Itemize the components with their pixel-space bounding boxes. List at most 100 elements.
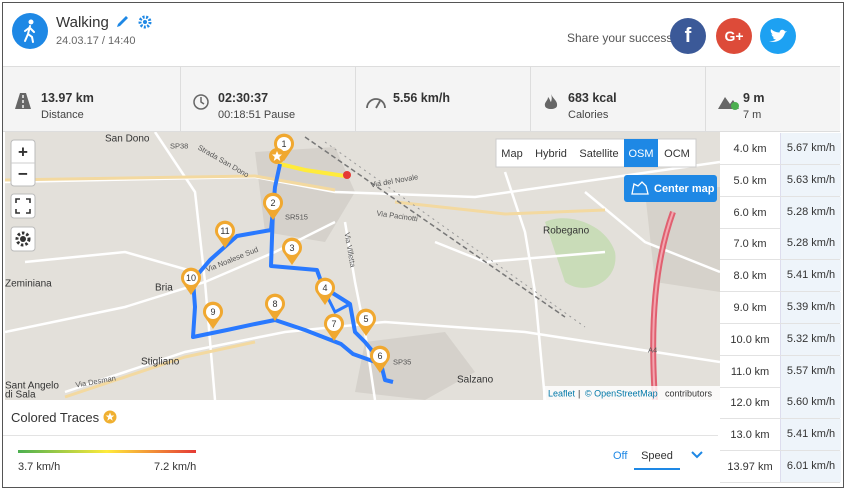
- split-speed: 5.60 km/h: [780, 387, 841, 419]
- split-speed: 5.39 km/h: [780, 292, 841, 323]
- mode-dropdown[interactable]: [690, 450, 704, 460]
- zoom-out[interactable]: −: [18, 164, 28, 183]
- marker-label[interactable]: 9: [210, 307, 215, 317]
- route-marker[interactable]: 10: [181, 267, 201, 295]
- stats-bar: 13.97 km Distance 02:30:37 00:18:51 Paus…: [3, 66, 840, 132]
- stat-distance: 13.97 km Distance: [3, 67, 181, 131]
- split-row: 7.0 km 5.28 km/h: [720, 228, 841, 261]
- split-distance: 10.0 km: [730, 333, 770, 346]
- marker-label[interactable]: 2: [270, 198, 275, 208]
- traces-off[interactable]: Off: [613, 450, 628, 462]
- layer-button[interactable]: Hybrid: [535, 148, 567, 160]
- route-marker[interactable]: 6: [370, 345, 390, 373]
- zoom-in[interactable]: +: [18, 142, 28, 161]
- marker-label[interactable]: 6: [377, 351, 382, 361]
- split-speed: 5.41 km/h: [780, 419, 841, 451]
- clock-icon: [193, 94, 209, 110]
- split-speed: 5.63 km/h: [780, 164, 841, 196]
- marker-inner[interactable]: [184, 271, 198, 285]
- route-marker[interactable]: 5: [356, 308, 376, 336]
- layer-button[interactable]: OCM: [664, 148, 690, 160]
- layer-active: [624, 139, 658, 167]
- marker-inner[interactable]: [206, 305, 220, 319]
- route-marker[interactable]: 2: [263, 192, 283, 220]
- window-frame: [2, 2, 844, 488]
- gradient-min: 3.7 km/h: [18, 461, 61, 473]
- stat-value: 9 m: [743, 91, 765, 105]
- start-star: [269, 148, 285, 164]
- route-marker[interactable]: 4: [315, 277, 335, 305]
- split-row: 4.0 km 5.67 km/h: [720, 133, 841, 165]
- split-row: 11.0 km 5.57 km/h: [720, 355, 841, 388]
- activity-icon: [12, 13, 48, 49]
- route-marker[interactable]: 7: [324, 313, 344, 341]
- route-marker[interactable]: 3: [282, 237, 302, 265]
- marker-label[interactable]: 8: [272, 299, 277, 309]
- map[interactable]: San Dono Zeminiana Stigliano Salzano Robegan…: [5, 132, 720, 400]
- layer-button[interactable]: Map: [501, 148, 522, 160]
- stat-speed: 5.56 km/h: [355, 67, 531, 131]
- marker-label[interactable]: 4: [322, 283, 327, 293]
- edit-icons[interactable]: [115, 14, 155, 30]
- stat-label: 00:18:51 Pause: [218, 109, 296, 121]
- svg-text:|: |: [578, 388, 580, 398]
- split-distance: 7.0 km: [733, 238, 767, 251]
- stat-value: 13.97 km: [41, 91, 94, 105]
- marker-inner[interactable]: [218, 224, 232, 238]
- attribution-osm[interactable]: © OpenStreetMap: [585, 388, 658, 398]
- marker-label[interactable]: 10: [186, 273, 196, 283]
- attribution-leaflet[interactable]: Leaflet: [548, 388, 576, 398]
- stat-value: 5.56 km/h: [393, 91, 450, 105]
- place-label: SP35: [393, 358, 411, 367]
- layer-switcher: [495, 138, 697, 168]
- split-speed: 6.01 km/h: [780, 451, 841, 482]
- calories-icon: [544, 94, 558, 109]
- premium-badge: [103, 410, 117, 424]
- marker-label[interactable]: 3: [289, 243, 294, 253]
- route-marker[interactable]: 9: [203, 301, 223, 329]
- marker-inner[interactable]: [285, 241, 299, 255]
- stat-label: 7 m: [743, 109, 762, 121]
- marker-label[interactable]: 5: [363, 314, 368, 324]
- traces-title: Colored Traces: [11, 410, 100, 425]
- distance-icon: [15, 93, 31, 109]
- center-map-label[interactable]: Center map: [654, 183, 715, 195]
- split-row: 12.0 km 5.60 km/h: [720, 387, 841, 420]
- marker-label[interactable]: 1: [281, 139, 286, 149]
- facebook-button[interactable]: f: [670, 18, 706, 54]
- place-label: Robegano: [543, 225, 590, 236]
- split-speed: 5.41 km/h: [780, 260, 841, 292]
- split-row: 9.0 km 5.39 km/h: [720, 292, 841, 324]
- marker-inner[interactable]: [318, 281, 332, 295]
- marker-inner[interactable]: [277, 137, 291, 151]
- place-label: di Sala: [5, 389, 36, 400]
- marker-inner[interactable]: [266, 196, 280, 210]
- marker-inner[interactable]: [373, 349, 387, 363]
- twitter-button[interactable]: [760, 18, 796, 54]
- split-speed: 5.67 km/h: [780, 133, 841, 164]
- layer-button[interactable]: Satellite: [579, 148, 618, 160]
- split-distance: 5.0 km: [733, 174, 767, 187]
- separator: [3, 435, 718, 436]
- settings-button[interactable]: [10, 226, 36, 252]
- marker-inner[interactable]: [268, 297, 282, 311]
- route-marker[interactable]: 8: [265, 293, 285, 321]
- layer-button[interactable]: OSM: [628, 148, 653, 160]
- traces-mode[interactable]: Speed: [634, 446, 680, 470]
- marker-label[interactable]: 11: [220, 226, 229, 236]
- google-button[interactable]: G+: [716, 18, 752, 54]
- split-speed: 5.32 km/h: [780, 323, 841, 355]
- marker-label[interactable]: 7: [331, 319, 336, 329]
- split-distance: 9.0 km: [733, 302, 767, 314]
- zoom-control: + −: [10, 139, 36, 187]
- gradient-max: 7.2 km/h: [154, 461, 197, 473]
- marker-inner[interactable]: [359, 312, 373, 326]
- route-marker[interactable]: 1: [274, 133, 294, 161]
- center-map-button[interactable]: Center map: [624, 175, 717, 202]
- fullscreen-button[interactable]: [10, 193, 36, 219]
- marker-inner[interactable]: [327, 317, 341, 331]
- split-distance: 12.0 km: [730, 397, 770, 410]
- route-marker[interactable]: 11: [215, 220, 235, 248]
- split-distance: 6.0 km: [733, 206, 767, 219]
